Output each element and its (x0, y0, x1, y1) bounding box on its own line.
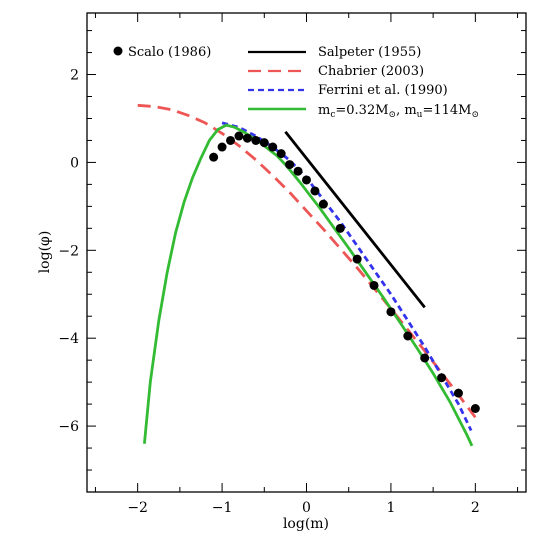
legend-label-chabrier: Chabrier (2003) (318, 64, 424, 79)
series-line-chabrier-2003 (137, 103, 477, 419)
legend: Scalo (1986) Salpeter (1955) Chabrier (2… (113, 45, 479, 120)
scalo-data-point (437, 373, 447, 383)
x-tick-label: 1 (386, 500, 395, 516)
legend-label-fit: mc=0.32M⊙, mu=114M⊙ (318, 103, 479, 120)
scalo-data-point (470, 404, 480, 414)
series-layer (137, 103, 480, 447)
axis-ticks (87, 13, 526, 492)
y-tick-label: −6 (58, 419, 79, 435)
legend-label-ferrini: Ferrini et al. (1990) (318, 83, 448, 98)
scalo-data-point (251, 135, 261, 145)
y-axis-title: log(φ) (37, 231, 53, 274)
scalo-data-point (420, 353, 430, 363)
scalo-data-point (242, 133, 252, 143)
scalo-data-point (268, 142, 278, 152)
scalo-data-point (335, 223, 345, 233)
legend-sun-symbol-1: ⊙ (389, 110, 397, 120)
series-line-salpeter-1955 (284, 130, 426, 309)
scalo-data-point (318, 199, 328, 209)
x-axis-title: log(m) (283, 516, 329, 532)
x-tick-label: 2 (471, 500, 480, 516)
legend-marker-scalo (113, 46, 123, 56)
x-tick-label: −1 (212, 500, 233, 516)
y-tick-label: 2 (70, 68, 79, 84)
x-tick-label: −2 (127, 500, 148, 516)
legend-sun-symbol-2: ⊙ (472, 110, 480, 120)
scalo-data-point (209, 152, 219, 162)
scalo-data-point (310, 186, 320, 196)
legend-mc-value: =0.32M (335, 103, 388, 118)
scalo-data-point (386, 307, 396, 317)
legend-label-salpeter: Salpeter (1955) (318, 45, 421, 60)
scalo-data-point (234, 131, 244, 141)
scalo-data-point (226, 135, 236, 145)
tick-labels: −2 −1 0 1 2 −6 −4 −2 0 2 (58, 68, 479, 516)
scalo-data-point (276, 149, 286, 159)
series-line-ferrini-et-al-1990 (221, 121, 473, 432)
legend-label-scalo: Scalo (1986) (128, 45, 211, 60)
scalo-data-point (293, 166, 303, 176)
scalo-data-point (285, 160, 295, 170)
legend-sub-u: u (417, 110, 423, 120)
legend-sub-c: c (330, 110, 335, 120)
scalo-data-point (352, 254, 362, 264)
scalo-data-point (259, 138, 269, 148)
x-tick-label: 0 (302, 500, 311, 516)
scalo-data-point (403, 331, 413, 341)
y-tick-label: −4 (58, 331, 79, 347)
scalo-data-point (302, 175, 311, 185)
scalo-data-point (217, 142, 227, 152)
y-tick-label: −2 (58, 243, 79, 259)
series-line-m-c-0-32m-m-u-114m (143, 123, 474, 447)
legend-separator: , m (396, 103, 417, 118)
y-tick-label: 0 (70, 155, 79, 171)
scalo-data-point (369, 280, 379, 290)
scalo-data-point (453, 388, 463, 398)
legend-mu-value: =114M (422, 103, 471, 118)
